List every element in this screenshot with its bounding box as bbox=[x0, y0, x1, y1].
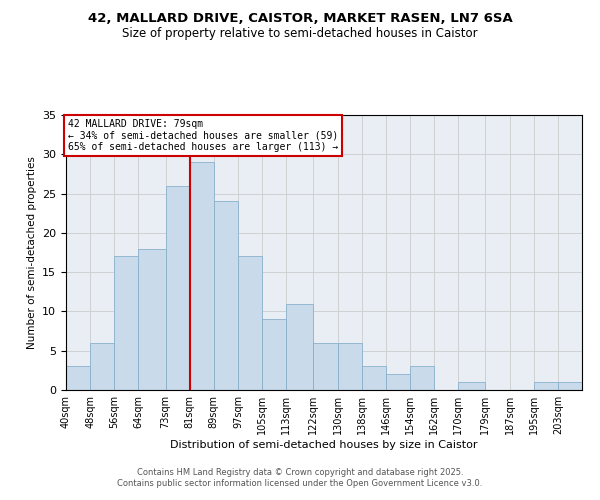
Bar bbox=[362, 366, 386, 390]
Bar bbox=[313, 343, 338, 390]
Y-axis label: Number of semi-detached properties: Number of semi-detached properties bbox=[26, 156, 37, 349]
Bar bbox=[262, 320, 286, 390]
Bar bbox=[386, 374, 410, 390]
Text: 42 MALLARD DRIVE: 79sqm
← 34% of semi-detached houses are smaller (59)
65% of se: 42 MALLARD DRIVE: 79sqm ← 34% of semi-de… bbox=[68, 119, 338, 152]
Bar bbox=[114, 256, 139, 390]
Bar bbox=[139, 248, 166, 390]
Text: Contains HM Land Registry data © Crown copyright and database right 2025.
Contai: Contains HM Land Registry data © Crown c… bbox=[118, 468, 482, 487]
Bar bbox=[190, 162, 214, 390]
Bar bbox=[410, 366, 434, 390]
Bar bbox=[534, 382, 558, 390]
Bar bbox=[90, 343, 114, 390]
Bar bbox=[458, 382, 485, 390]
Bar bbox=[166, 186, 190, 390]
Bar bbox=[214, 202, 238, 390]
Bar bbox=[286, 304, 313, 390]
Bar bbox=[338, 343, 362, 390]
Bar bbox=[558, 382, 582, 390]
Text: Size of property relative to semi-detached houses in Caistor: Size of property relative to semi-detach… bbox=[122, 28, 478, 40]
Bar bbox=[238, 256, 262, 390]
Text: 42, MALLARD DRIVE, CAISTOR, MARKET RASEN, LN7 6SA: 42, MALLARD DRIVE, CAISTOR, MARKET RASEN… bbox=[88, 12, 512, 26]
Bar bbox=[66, 366, 90, 390]
X-axis label: Distribution of semi-detached houses by size in Caistor: Distribution of semi-detached houses by … bbox=[170, 440, 478, 450]
